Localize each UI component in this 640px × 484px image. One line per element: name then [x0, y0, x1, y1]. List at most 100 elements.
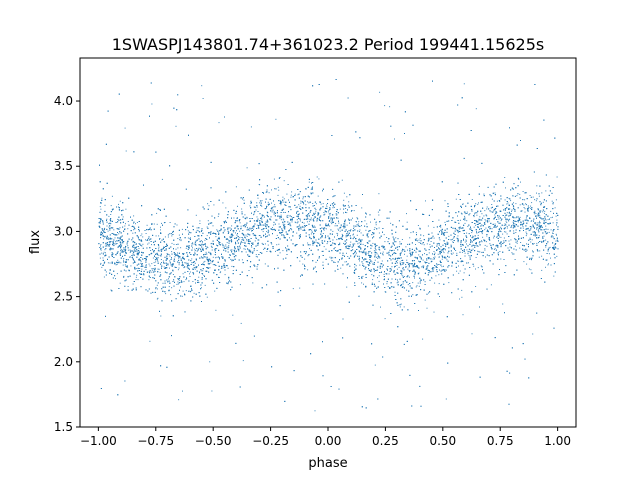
data-point [441, 231, 443, 233]
data-point [491, 198, 493, 200]
data-point [392, 249, 394, 251]
data-point [255, 254, 257, 256]
data-point [411, 254, 413, 256]
data-point [473, 238, 475, 240]
data-point [358, 245, 360, 247]
data-point [244, 214, 246, 216]
data-point [291, 221, 293, 223]
data-point [331, 223, 333, 225]
data-point [362, 275, 364, 277]
data-point [472, 235, 474, 237]
data-point [192, 247, 193, 249]
data-point [550, 210, 552, 212]
data-point [202, 247, 204, 249]
data-point [281, 228, 283, 230]
data-point [525, 203, 527, 205]
data-point [420, 256, 422, 258]
data-point [239, 284, 241, 286]
data-point [534, 199, 536, 201]
data-point [552, 216, 553, 218]
data-point [127, 265, 128, 267]
data-point [168, 278, 169, 280]
data-point [274, 188, 276, 190]
data-point [402, 268, 404, 270]
data-point [299, 224, 301, 226]
data-point [271, 202, 272, 204]
data-point [99, 218, 101, 220]
data-point [188, 264, 189, 266]
data-point [238, 250, 240, 252]
data-point [408, 276, 410, 278]
data-point [153, 223, 155, 225]
data-point [452, 238, 453, 240]
data-point [133, 250, 135, 252]
data-point [178, 234, 180, 236]
data-point [155, 259, 157, 260]
data-point [403, 276, 405, 277]
data-point [446, 259, 448, 261]
data-point [123, 247, 125, 249]
data-point [271, 243, 273, 245]
data-point [556, 219, 558, 221]
data-point [263, 228, 265, 230]
data-point [150, 238, 152, 240]
data-point [438, 237, 440, 239]
data-point [207, 247, 209, 249]
data-point [423, 235, 425, 237]
data-point [323, 229, 325, 231]
data-point [477, 237, 478, 239]
data-point [532, 196, 534, 198]
data-point [399, 261, 401, 263]
data-point [406, 259, 408, 261]
data-point [555, 215, 557, 217]
data-point [538, 242, 539, 244]
data-point [201, 85, 203, 87]
data-point [204, 260, 206, 262]
data-point [471, 333, 473, 335]
data-point [519, 216, 521, 218]
data-point [233, 217, 235, 219]
data-point [478, 218, 480, 220]
data-point [448, 216, 450, 218]
data-point [310, 192, 312, 194]
data-point [256, 206, 258, 208]
data-point [236, 225, 238, 227]
data-point [194, 268, 196, 270]
data-point [100, 262, 102, 264]
data-point [326, 204, 328, 206]
data-point [550, 229, 552, 231]
data-point [368, 265, 369, 267]
data-point [485, 227, 487, 229]
data-point [214, 249, 216, 250]
data-point [187, 237, 189, 239]
data-point [444, 232, 446, 233]
data-point [418, 239, 420, 241]
data-point [464, 241, 466, 243]
data-point [312, 203, 314, 204]
data-point [247, 228, 249, 230]
data-point [472, 236, 474, 238]
data-point [157, 268, 159, 270]
data-point [252, 242, 254, 244]
data-point [261, 200, 263, 202]
data-point [481, 233, 483, 235]
data-point [552, 202, 554, 203]
data-point [371, 261, 373, 263]
data-point [242, 238, 244, 240]
data-point [526, 263, 528, 265]
data-point [148, 242, 150, 244]
data-point [318, 178, 320, 180]
data-point [124, 264, 126, 266]
data-point [305, 204, 307, 206]
data-point [246, 217, 248, 219]
data-point [536, 192, 537, 194]
data-point [468, 262, 469, 264]
data-point [499, 228, 501, 230]
data-point [556, 255, 558, 257]
data-point [140, 262, 142, 264]
data-point [204, 284, 206, 286]
data-point [514, 259, 516, 260]
data-point [369, 250, 371, 252]
data-point [215, 309, 217, 311]
data-point [379, 91, 381, 93]
